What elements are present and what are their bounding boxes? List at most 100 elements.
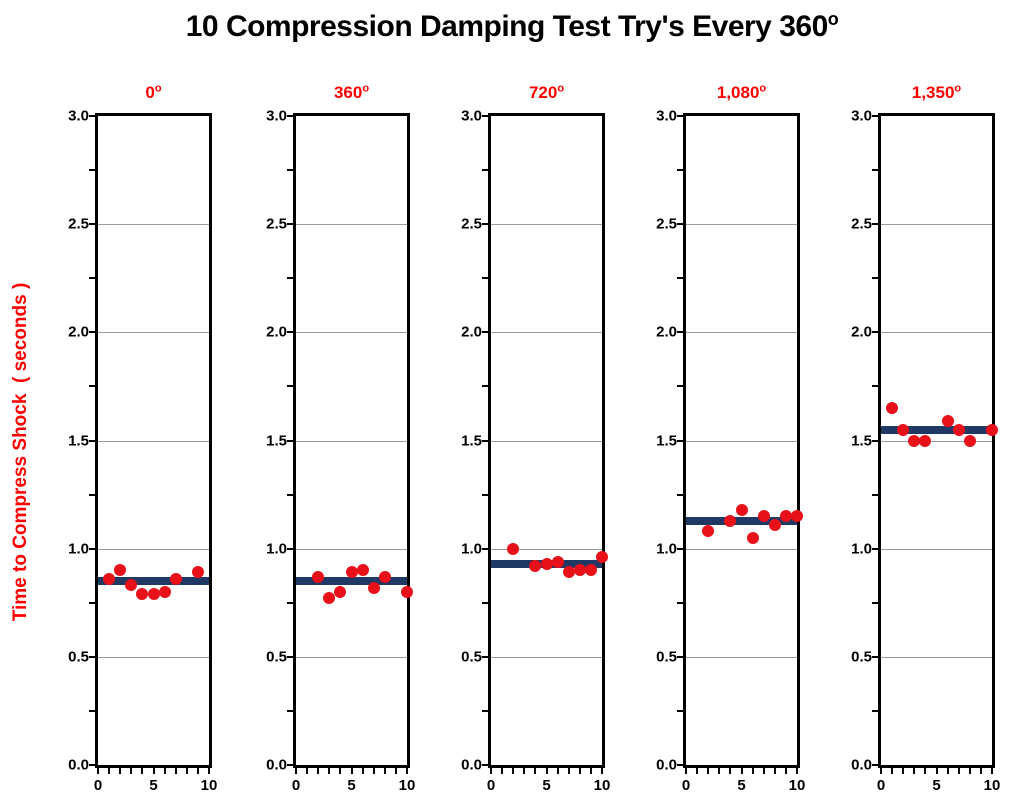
x-tick-mark [902,767,905,774]
panel-360deg-data-point [312,570,325,583]
y-tick-mark [287,169,293,172]
panel-0deg-degree-superscript: o [154,82,162,95]
y-tick-label-2.0: 2.0 [656,323,677,341]
panel-1080deg-title: 1,080o [683,83,800,103]
y-tick-label-1.5: 1.5 [461,432,482,449]
panel-0deg-data-point [103,572,116,585]
x-tick-mark [97,767,99,774]
y-tick-mark [89,709,95,712]
panel-720deg-data-point [551,555,564,568]
chart-title-text: 10 Compression Damping Test Try's Every … [185,10,829,43]
panel-1080deg-data-point [724,514,737,527]
panel-0deg-plot-area: 3.0 2.5 2.0 1.5 1.0 0.5 0.0 0 5 10 [68,108,217,795]
panel-1350deg: 1,350o 3.0 2.5 2.0 1.5 1.0 0.5 0.0 0 5 10 [851,83,1000,794]
panel-720deg-data-point [562,566,575,579]
panel-1080deg-data-point [757,510,770,523]
panel-1080deg-data-point [735,503,748,516]
x-tick-mark [152,767,155,774]
y-tick-label-2.5: 2.5 [266,215,287,233]
panel-1080deg-plot-area: 3.0 2.5 2.0 1.5 1.0 0.5 0.0 0 5 10 [656,108,805,795]
y-tick-mark [677,331,683,334]
y-tick-label-0.5: 0.5 [266,648,287,666]
y-tick-mark [287,547,293,550]
y-tick-mark [677,764,683,766]
y-tick-mark [287,709,293,712]
x-tick-mark [880,767,882,774]
panel-720deg-title-text: 720 [528,83,558,102]
panel-0deg-data-point [169,572,182,585]
x-tick-mark [108,767,111,774]
panel-0deg-data-point [136,588,149,601]
gridline-y-2.0 [296,332,407,334]
y-tick-label-0.5: 0.5 [68,648,89,666]
y-tick-label-0.0: 0.0 [851,756,872,774]
y-tick-label-0.0: 0.0 [656,756,677,774]
y-tick-mark [482,277,488,280]
gridline-y-2.5 [491,224,602,226]
x-tick-label-5: 5 [149,777,158,794]
y-tick-mark [287,439,293,442]
x-tick-mark [394,767,397,774]
x-tick-mark [979,767,982,774]
x-tick-label-5: 5 [932,777,941,794]
y-tick-mark [89,169,95,172]
x-tick-mark [372,767,375,774]
panel-360deg-data-point [334,585,347,598]
x-tick-mark [185,767,188,774]
panel-720deg: 720o 3.0 2.5 2.0 1.5 1.0 0.5 0.0 0 5 10 [461,83,610,794]
panel-720deg-data-point [540,557,553,570]
x-tick-mark [545,767,548,774]
gridline-y-2.0 [98,332,209,334]
x-tick-label-10: 10 [593,777,611,794]
y-tick-label-2.5: 2.5 [461,215,482,233]
y-tick-mark [89,601,95,604]
x-tick-label-10: 10 [788,777,806,794]
x-tick-label-5: 5 [542,777,551,794]
x-tick-mark [718,767,721,774]
x-tick-mark [891,767,894,774]
x-tick-mark [523,767,526,774]
gridline-y-1.5 [686,440,797,442]
y-axis-title: Time to Compress Shock ( seconds ) [10,282,31,622]
panel-1080deg-mean-line [686,516,797,525]
panel-720deg-data-point [573,564,586,577]
y-tick-label-2.5: 2.5 [656,215,677,233]
panel-1080deg-title-text: 1,080 [716,83,760,102]
gridline-y-0.5 [491,656,602,658]
y-tick-label-2.5: 2.5 [68,215,89,233]
gridline-y-2.5 [686,224,797,226]
x-tick-label-10: 10 [200,777,218,794]
panel-0deg-title: 0o [95,83,212,103]
panel-720deg-data-point [584,564,597,577]
x-tick-mark [751,767,754,774]
x-tick-mark [589,767,592,774]
y-tick-mark [677,439,683,442]
x-tick-mark [935,767,938,774]
y-tick-mark [872,331,878,334]
panel-1080deg-data-point [791,510,803,523]
y-tick-mark [482,439,488,442]
panel-1350deg-data-point [986,423,998,436]
y-tick-mark [89,385,95,388]
x-tick-mark [556,767,559,774]
gridline-y-1.5 [881,440,992,442]
y-tick-mark [482,493,488,496]
x-tick-mark [490,767,492,774]
panel-1080deg-degree-superscript: o [759,82,767,95]
gridline-y-0.5 [686,656,797,658]
y-tick-label-3.0: 3.0 [266,107,287,125]
x-tick-mark [339,767,342,774]
y-tick-mark [89,277,95,280]
panel-360deg-data-point [345,566,358,579]
panel-720deg-data-point [507,542,520,555]
y-tick-mark [677,709,683,712]
panel-360deg-plot-area: 3.0 2.5 2.0 1.5 1.0 0.5 0.0 0 5 10 [266,108,415,795]
x-tick-mark [924,767,927,774]
x-tick-mark [512,767,515,774]
x-tick-mark [306,767,309,774]
y-tick-mark [482,223,488,226]
y-tick-mark [872,115,878,117]
x-tick-mark [208,767,210,774]
panel-0deg-data-point [158,585,171,598]
panel-1350deg-data-point [919,434,932,447]
